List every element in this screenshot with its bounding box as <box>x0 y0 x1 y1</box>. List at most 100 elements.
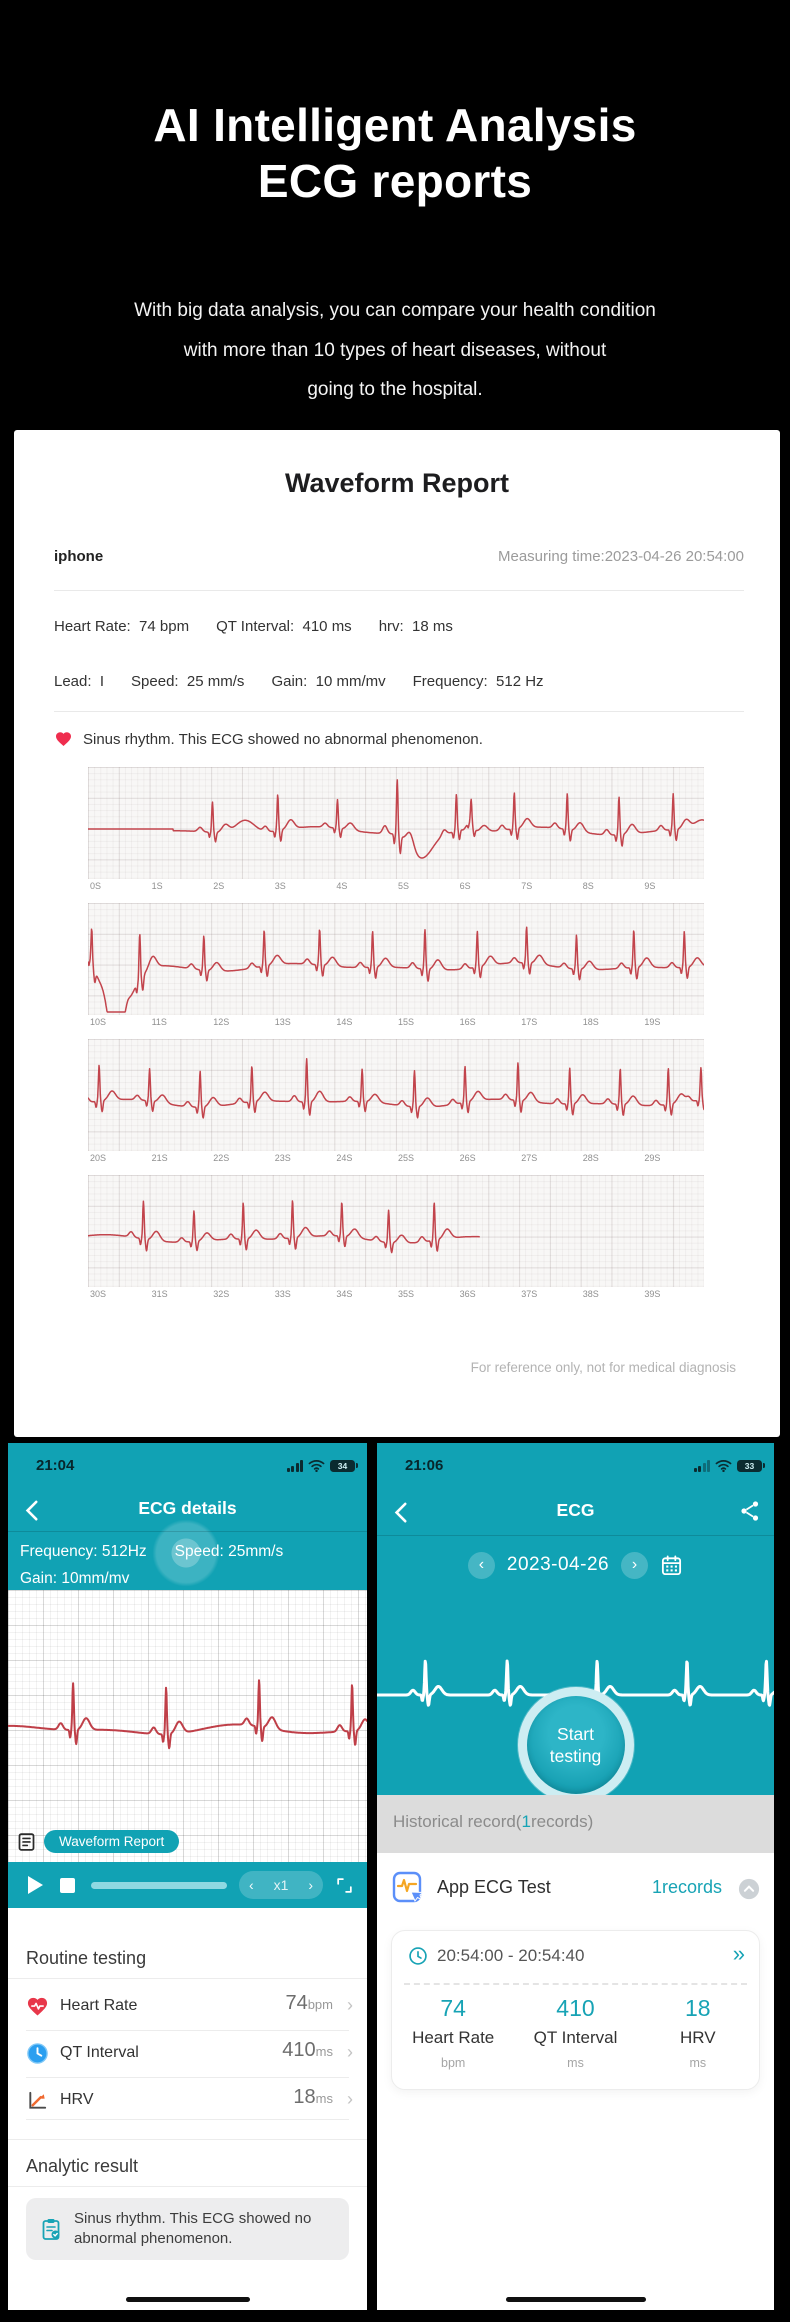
report-metric: hrv: 18 ms <box>378 618 453 635</box>
collapse-icon[interactable] <box>738 1878 760 1900</box>
waveform-report-tag-row: Waveform Report <box>16 1830 180 1853</box>
back-icon[interactable] <box>389 1499 415 1525</box>
analytic-result-header: Analytic result <box>26 2156 139 2176</box>
history-count: 1 <box>521 1812 531 1831</box>
nav-bar: ECG details <box>8 1489 367 1589</box>
status-time: 21:06 <box>405 1457 444 1474</box>
tick-label: 25S <box>398 1153 415 1163</box>
ecg-strip-ticks: 0S 1S 2S 3S 4S 5S 6S 7S 8S 9S <box>88 879 704 894</box>
tick-label: 9S <box>644 881 656 891</box>
record-time-row: 20:54:00 - 20:54:40 <box>408 1946 584 1966</box>
home-indicator[interactable] <box>125 2297 250 2302</box>
selected-date: 2023-04-26 <box>506 1554 610 1575</box>
home-indicator[interactable] <box>505 2297 646 2302</box>
stat-unit: ms <box>689 2056 707 2070</box>
record-time-range: 20:54:00 - 20:54:40 <box>437 1946 585 1965</box>
status-icons: 33 <box>693 1459 765 1472</box>
heart-icon <box>26 1995 49 2018</box>
tick-label: 5S <box>398 881 410 891</box>
record-stat-heart-rate: 74 Heart Rate bpm <box>392 1995 514 2070</box>
tick-label: 4S <box>336 881 348 891</box>
tick-label: 27S <box>521 1153 538 1163</box>
left-phone-body: Routine testing Heart Rate 74bpm › QT Inter… <box>8 1908 367 2310</box>
routine-row-hrv[interactable]: HRV 18ms › <box>8 2077 367 2124</box>
back-icon[interactable] <box>20 1497 46 1523</box>
app-records-count: 1records <box>651 1877 722 1897</box>
tick-label: 3S <box>274 881 286 891</box>
heart-icon <box>56 732 71 747</box>
ecg-waveform <box>8 1679 367 1750</box>
share-icon[interactable] <box>738 1499 762 1523</box>
waveform-report-button[interactable]: Waveform Report <box>44 1830 180 1853</box>
record-card[interactable]: 20:54:00 - 20:54:40 » 74 Heart Rate bpm 410… <box>391 1930 760 2090</box>
next-date-button[interactable]: › <box>621 1551 649 1579</box>
tick-label: 1S <box>151 881 163 891</box>
phone-ecg-details: 21:04 34 ECG details Frequency: 512Hz Sp… <box>8 1443 367 2310</box>
report-metrics-line1: Heart Rate: 74 bpm QT Interval: 410 ms hrv… <box>54 618 480 635</box>
tick-label: 33S <box>274 1289 291 1299</box>
stat-label: Heart Rate <box>412 2028 495 2047</box>
speed-stepper[interactable]: ‹ x1 › <box>239 1871 323 1899</box>
page-title: AI Intelligent Analysis ECG reports <box>153 98 637 207</box>
prev-date-button[interactable]: ‹ <box>467 1551 495 1579</box>
stat-label: QT Interval <box>533 2028 618 2047</box>
status-bar: 21:04 34 <box>8 1451 367 1481</box>
play-button[interactable] <box>28 1876 43 1894</box>
fullscreen-icon[interactable] <box>335 1876 354 1895</box>
divider <box>8 2139 367 2140</box>
calendar-icon[interactable] <box>660 1554 683 1577</box>
progress-bar[interactable] <box>91 1881 227 1889</box>
ecg-settings-info: Frequency: 512Hz Speed: 25mm/s Gain: 10m… <box>20 1538 359 1592</box>
history-header-bar: Historical record(1records) <box>377 1795 774 1853</box>
ecg-strip-ticks: 30S 31S 32S 33S 34S 35S 36S 37S 38S 39S <box>88 1287 704 1302</box>
app-ecg-test-row[interactable]: App ECG Test 1records <box>377 1853 774 1925</box>
disclaimer-text: For reference only, not for medical diag… <box>470 1360 736 1375</box>
report-metric: QT Interval: 410 ms <box>216 618 352 635</box>
history-header-text: Historical record(1records) <box>393 1812 593 1832</box>
stat-unit: bpm <box>441 2056 466 2070</box>
tick-label: 2S <box>213 881 225 891</box>
stat-value: 74 <box>440 1995 466 2021</box>
date-selector: ‹ 2023-04-26 › <box>377 1545 774 1585</box>
tick-label: 16S <box>459 1017 476 1027</box>
clock-icon <box>409 1947 427 1965</box>
routine-row-heart-rate[interactable]: Heart Rate 74bpm › <box>8 1983 367 2030</box>
routine-value: 410ms <box>282 2039 333 2061</box>
signal-icon <box>286 1459 303 1472</box>
divider <box>8 2186 367 2187</box>
routine-value: 74bpm <box>285 1992 333 2014</box>
speed-prev-icon[interactable]: ‹ <box>249 1877 254 1893</box>
tick-label: 8S <box>582 881 594 891</box>
divider <box>377 1535 774 1536</box>
routine-row-qt-interval[interactable]: QT Interval 410ms › <box>8 2030 367 2077</box>
speed-text: Speed: 25mm/s <box>174 1543 284 1560</box>
divider <box>26 2077 349 2078</box>
divider <box>54 711 744 712</box>
stop-button[interactable] <box>60 1877 75 1893</box>
divider <box>8 1531 367 1532</box>
nav-bar: ECG <box>377 1491 774 1533</box>
report-title: Waveform Report <box>284 468 510 498</box>
right-phone-body: App ECG Test 1records 20:54:00 - 20:54:4… <box>377 1853 774 2310</box>
routine-label: QT Interval <box>60 2044 139 2061</box>
tick-label: 11S <box>151 1017 167 1027</box>
touch-indicator <box>150 1517 222 1589</box>
tick-label: 31S <box>151 1289 168 1299</box>
chevron-right-icon: › <box>347 2089 353 2109</box>
wifi-icon <box>715 1460 732 1472</box>
tick-label: 15S <box>398 1017 415 1027</box>
ecg-chart-area[interactable]: Waveform Report <box>8 1590 367 1862</box>
tick-label: 7S <box>521 881 533 891</box>
speed-next-icon[interactable]: › <box>308 1877 313 1893</box>
report-metric: Gain: 10 mm/mv <box>271 673 386 690</box>
measuring-time: Measuring time:2023-04-26 20:54:00 <box>498 548 744 565</box>
dashed-divider <box>404 1983 747 1985</box>
divider <box>26 2119 349 2120</box>
divider <box>26 2030 349 2031</box>
start-testing-button[interactable]: Start testing <box>517 1687 634 1803</box>
battery-icon: 33 <box>737 1459 765 1472</box>
routine-value: 18ms <box>293 2086 333 2108</box>
record-stats: 74 Heart Rate bpm 410 QT Interval ms 18 HRV ms <box>392 1995 759 2070</box>
record-detail-icon[interactable]: » <box>732 1941 745 1966</box>
wifi-icon <box>308 1460 325 1472</box>
